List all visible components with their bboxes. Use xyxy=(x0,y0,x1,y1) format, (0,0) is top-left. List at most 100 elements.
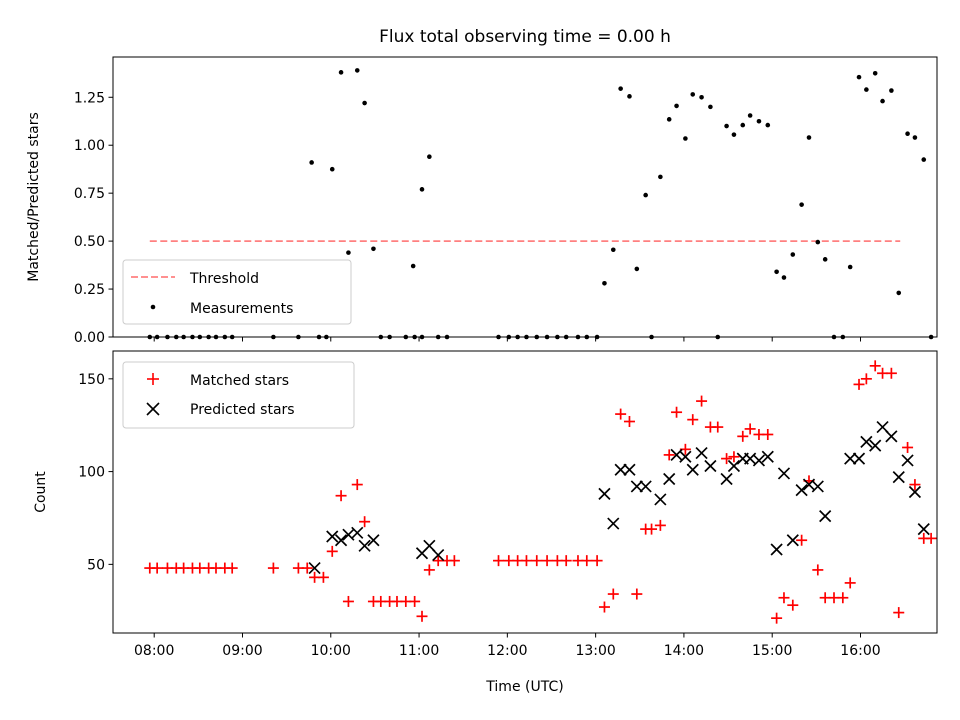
matched-stars-point xyxy=(301,562,313,574)
matched-stars-point xyxy=(448,555,460,567)
measurement-point xyxy=(756,118,762,124)
predicted-stars-point xyxy=(308,561,321,575)
predicted-stars-point xyxy=(351,526,364,539)
predicted-stars-point xyxy=(852,452,866,465)
matched-stars-point xyxy=(893,607,905,619)
matched-stars-point xyxy=(844,577,856,589)
measurement-point xyxy=(329,166,335,172)
top-axes: 0.00 0.25 0.50 0.75 1.00 1.25 Matched/Predict… xyxy=(26,56,938,346)
predicted-stars-point xyxy=(326,530,339,543)
predicted-stars-point xyxy=(334,534,348,547)
measurement-point xyxy=(889,88,894,93)
measurement-point xyxy=(419,187,425,192)
bottom-legend-box xyxy=(122,361,355,429)
top-legend: Threshold Measurements xyxy=(122,259,352,325)
predicted-stars-point xyxy=(654,493,667,506)
x-tick-label: 13:00 xyxy=(575,643,615,659)
predicted-stars-point xyxy=(630,480,643,493)
matched-stars-point xyxy=(623,416,635,427)
predicted-stars-point xyxy=(686,463,699,476)
matched-stars-point xyxy=(687,414,699,426)
matched-stars-point xyxy=(778,592,790,604)
bottom-plot-area xyxy=(144,360,937,624)
matched-stars-point xyxy=(737,430,749,442)
measurement-point xyxy=(643,192,648,198)
matched-stars-point xyxy=(860,373,872,385)
matched-stars-point xyxy=(671,406,683,418)
x-tick-label: 11:00 xyxy=(399,643,439,659)
predicted-stars-point xyxy=(432,548,445,562)
measurement-point xyxy=(354,68,360,73)
predicted-stars-point xyxy=(663,472,676,486)
measurement-point xyxy=(346,250,351,255)
predicted-stars-point xyxy=(795,484,808,497)
predicted-stars-point xyxy=(727,459,741,473)
measurement-point xyxy=(410,263,416,269)
matched-stars-point xyxy=(853,378,865,390)
measurement-point xyxy=(912,135,918,140)
matched-stars-point xyxy=(317,571,329,583)
measurement-point xyxy=(815,239,821,245)
predicted-stars-point xyxy=(917,523,930,536)
measurement-point xyxy=(731,132,737,137)
measurement-point xyxy=(740,122,746,128)
x-tick-label: 14:00 xyxy=(664,643,704,659)
predicted-stars-point xyxy=(679,450,692,463)
measurement-point xyxy=(362,100,367,106)
y-tick-label: 0.25 xyxy=(74,282,105,298)
predicted-stars-point xyxy=(860,435,873,449)
matched-stars-point xyxy=(335,490,347,502)
matched-stars-point xyxy=(226,562,238,574)
measurement-point xyxy=(724,123,729,129)
predicted-stars-point xyxy=(811,480,824,493)
measurement-point xyxy=(790,252,796,257)
measurement-point xyxy=(856,74,862,80)
legend-matched-label: Matched stars xyxy=(190,373,289,389)
x-tick-label: 15:00 xyxy=(752,643,792,659)
matched-stars-point xyxy=(151,562,163,574)
predicted-stars-point xyxy=(786,534,799,547)
matched-stars-point xyxy=(541,555,553,567)
matched-stars-point xyxy=(342,595,354,607)
predicted-stars-point xyxy=(720,472,733,486)
y-tick-label: 150 xyxy=(78,372,105,388)
top-axis-ticks: 0.00 0.25 0.50 0.75 1.00 1.25 xyxy=(74,90,861,346)
matched-stars-point xyxy=(771,612,783,624)
measurement-point xyxy=(658,174,663,180)
chart-title: Flux total observing time = 0.00 h xyxy=(379,27,671,47)
measurement-point xyxy=(602,281,607,286)
measurement-point xyxy=(690,92,696,97)
matched-stars-point xyxy=(615,408,627,420)
matched-stars-point xyxy=(787,599,799,611)
predicted-stars-point xyxy=(695,446,708,460)
bottom-axes: 08:00 09:00 10:00 11:00 12:00 13:00 14:00 15:00… xyxy=(33,350,938,695)
matched-stars-point xyxy=(812,564,824,576)
predicted-stars-point xyxy=(752,454,766,467)
predicted-stars-point xyxy=(367,534,380,547)
matched-stars-point xyxy=(728,451,740,463)
y-tick-label: 1.00 xyxy=(74,138,105,154)
matched-stars-point xyxy=(837,592,849,604)
measurement-point xyxy=(847,264,853,270)
matched-stars-point xyxy=(744,423,756,435)
measurement-point xyxy=(880,98,885,104)
measurement-point xyxy=(708,104,713,110)
legend-predicted-label: Predicted stars xyxy=(190,402,295,418)
matched-stars-point xyxy=(560,555,572,567)
x-axis-label: Time (UTC) xyxy=(485,679,563,695)
legend-matched-swatch xyxy=(147,373,159,385)
bottom-legend: Matched stars Predicted stars xyxy=(122,361,355,429)
measurement-point xyxy=(921,157,927,162)
measurement-point xyxy=(674,103,679,109)
top-axes-frame xyxy=(112,56,938,338)
measurement-point xyxy=(683,136,688,141)
bottom-axis-ticks: 08:00 09:00 10:00 11:00 12:00 13:00 14:00 15:00… xyxy=(78,372,880,659)
legend-measurements-swatch xyxy=(150,304,156,310)
predicted-stars-point xyxy=(639,480,652,493)
matched-stars-point xyxy=(351,479,363,491)
matched-stars-point xyxy=(581,555,593,567)
predicted-stars-point xyxy=(770,543,783,556)
measurement-point xyxy=(872,71,878,76)
predicted-stars-point xyxy=(885,430,898,443)
